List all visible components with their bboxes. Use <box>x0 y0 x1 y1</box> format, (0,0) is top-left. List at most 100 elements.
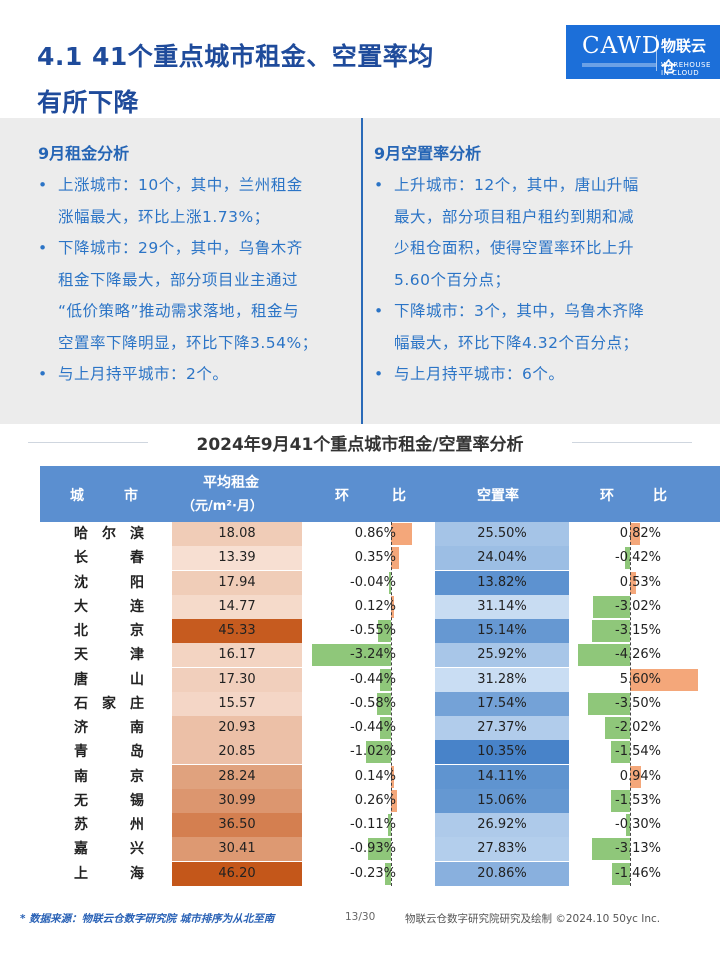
bullet-dot: • <box>38 365 48 383</box>
vacancy-value: 26.92% <box>435 813 569 838</box>
vacancy-change-value: 0.53% <box>619 574 661 590</box>
city-char: 哈 <box>74 526 88 542</box>
table-row: 苏州 36.50 -0.11% 26.92% -0.30% <box>0 813 720 838</box>
vacancy-change-bar <box>626 814 630 837</box>
rent-value: 18.08 <box>172 522 302 546</box>
bullet-dot: • <box>38 176 48 194</box>
rent-change-value: 0.86% <box>354 526 396 541</box>
city-name: 上海 <box>67 862 151 886</box>
title-rule-right <box>572 442 692 443</box>
vacancy-change-bar <box>611 789 630 812</box>
rent-analysis-bullet-line: “低价策略”推动需求落地，租金与 <box>58 302 300 320</box>
header-rent-line1: 平均租金 <box>203 475 259 491</box>
vacancy-change-value: -1.46% <box>615 865 661 881</box>
rent-value: 45.33 <box>172 619 302 644</box>
city-char: 南 <box>74 768 88 785</box>
rent-analysis-heading: 9月租金分析 <box>38 144 130 163</box>
page-number: 13/30 <box>345 911 376 923</box>
vacancy-analysis-bullet-line: 最大，部分项目租户租约到期和减 <box>394 207 635 226</box>
table-row: 天津 16.17 -3.24% 25.92% -4.26% <box>0 643 720 668</box>
page-title: 4.1 41个重点城市租金、空置率均 有所下降 <box>37 34 507 126</box>
table-row: 石家庄 15.57 -0.58% 17.54% -3.50% <box>0 691 720 716</box>
header-rent: 平均租金 （元/m²·月） <box>170 466 304 522</box>
vacancy-analysis-bullet-line: 幅最大，环比下降4.32个百分点； <box>394 333 639 352</box>
analysis-panel: 9月租金分析 • 上涨城市：10个，其中，兰州租金 涨幅最大，环比上涨1.73%； •… <box>0 118 720 424</box>
vacancy-change-value: -3.02% <box>615 598 661 614</box>
rent-change-value: 0.14% <box>354 768 396 784</box>
city-char: 家 <box>102 695 116 712</box>
rent-value: 28.24 <box>172 764 302 789</box>
vacancy-change-value: -2.02% <box>615 720 661 736</box>
city-char: 锡 <box>130 792 144 809</box>
rent-analysis-bullet-line: 与上月持平城市：2个。 <box>58 365 229 383</box>
table-row: 无锡 30.99 0.26% 15.06% -1.53% <box>0 788 720 813</box>
rent-value: 20.93 <box>172 716 302 741</box>
vacancy-change-value: -0.42% <box>615 550 661 566</box>
rent-analysis-bullet-line: 涨幅最大，环比上涨1.73%； <box>58 207 270 226</box>
city-char: 北 <box>74 623 88 640</box>
vacancy-change-bar <box>611 741 630 764</box>
header-vacancy-change-a: 环 <box>600 488 614 504</box>
rent-change-bar <box>391 765 395 788</box>
header-rent-change-a: 环 <box>335 488 349 504</box>
vacancy-change-bar <box>578 644 630 667</box>
city-char: 沈 <box>74 574 88 591</box>
rent-value: 13.39 <box>172 546 302 571</box>
vacancy-value: 25.92% <box>435 643 569 668</box>
table-row: 唐山 17.30 -0.44% 31.28% 5.60% <box>0 667 720 692</box>
vacancy-value: 31.28% <box>435 667 569 692</box>
rent-change-value: -0.23% <box>350 865 396 881</box>
rent-analysis-bullet: • 上涨城市：10个，其中，兰州租金 涨幅最大，环比上涨1.73%； <box>38 170 378 233</box>
rent-change-value: -0.93% <box>350 841 396 857</box>
logo-brand: 物联云仓 <box>661 37 707 76</box>
rent-value: 15.57 <box>172 691 302 716</box>
rent-change-bar <box>368 838 391 861</box>
vacancy-change-axis <box>630 522 631 886</box>
bullet-dot: • <box>374 176 384 194</box>
title-rule-left <box>28 442 148 443</box>
rent-change-value: 0.26% <box>354 792 396 808</box>
bullet-dot: • <box>38 239 48 257</box>
table-row: 北京 45.33 -0.55% 15.14% -3.15% <box>0 619 720 644</box>
vacancy-change-value: -1.54% <box>615 744 661 760</box>
city-char: 长 <box>74 550 88 567</box>
rent-analysis-bullet-line: 租金下降最大，部分项目业主通过 <box>58 270 299 289</box>
city-name: 哈尔滨 <box>67 522 151 546</box>
vacancy-change-value: -3.15% <box>615 623 661 639</box>
vacancy-analysis-bullet: • 与上月持平城市：6个。 <box>374 359 714 391</box>
city-name: 青岛 <box>67 740 151 764</box>
page-title-line2: 有所下降 <box>37 88 140 117</box>
city-name: 南京 <box>67 765 151 789</box>
city-name: 济南 <box>67 716 151 740</box>
city-char: 唐 <box>74 671 88 688</box>
vacancy-value: 13.82% <box>435 570 569 595</box>
logo-brand-en: WAREHOUSE IN CLOUD <box>661 61 711 77</box>
city-char: 连 <box>130 598 144 615</box>
rent-value: 30.99 <box>172 788 302 813</box>
table-row: 青岛 20.85 -1.02% 10.35% -1.54% <box>0 740 720 765</box>
city-name: 北京 <box>67 619 151 643</box>
rent-change-bar <box>388 814 391 837</box>
rent-change-value: 0.12% <box>354 598 396 614</box>
company-logo: CAWD 物联云仓 WAREHOUSE IN CLOUD <box>566 25 720 79</box>
city-char: 苏 <box>74 817 88 834</box>
rent-change-value: -0.11% <box>350 817 396 833</box>
table-row: 济南 20.93 -0.44% 27.37% -2.02% <box>0 716 720 741</box>
table-row: 嘉兴 30.41 -0.93% 27.83% -3.13% <box>0 837 720 862</box>
city-char: 上 <box>74 865 88 882</box>
city-char: 无 <box>74 792 88 809</box>
city-char: 尔 <box>102 526 116 542</box>
rent-change-value: -0.04% <box>350 574 396 590</box>
vacancy-analysis-bullet: • 下降城市：3个，其中，乌鲁木齐降 幅最大，环比下降4.32个百分点； <box>374 296 714 359</box>
vacancy-analysis-bullet-line: 5.60个百分点； <box>394 270 511 289</box>
vacancy-change-value: -3.50% <box>615 695 661 711</box>
city-char: 青 <box>74 744 88 761</box>
city-char: 滨 <box>130 526 144 542</box>
city-char: 岛 <box>130 744 144 761</box>
table-row: 长春 13.39 0.35% 24.04% -0.42% <box>0 546 720 571</box>
table-title: 2024年9月41个重点城市租金/空置率分析 <box>196 435 524 455</box>
city-char: 石 <box>74 695 88 712</box>
city-char: 嘉 <box>74 841 88 858</box>
rent-value: 46.20 <box>172 861 302 886</box>
table-row: 哈尔滨 18.08 0.86% 25.50% 0.82% <box>0 522 720 546</box>
